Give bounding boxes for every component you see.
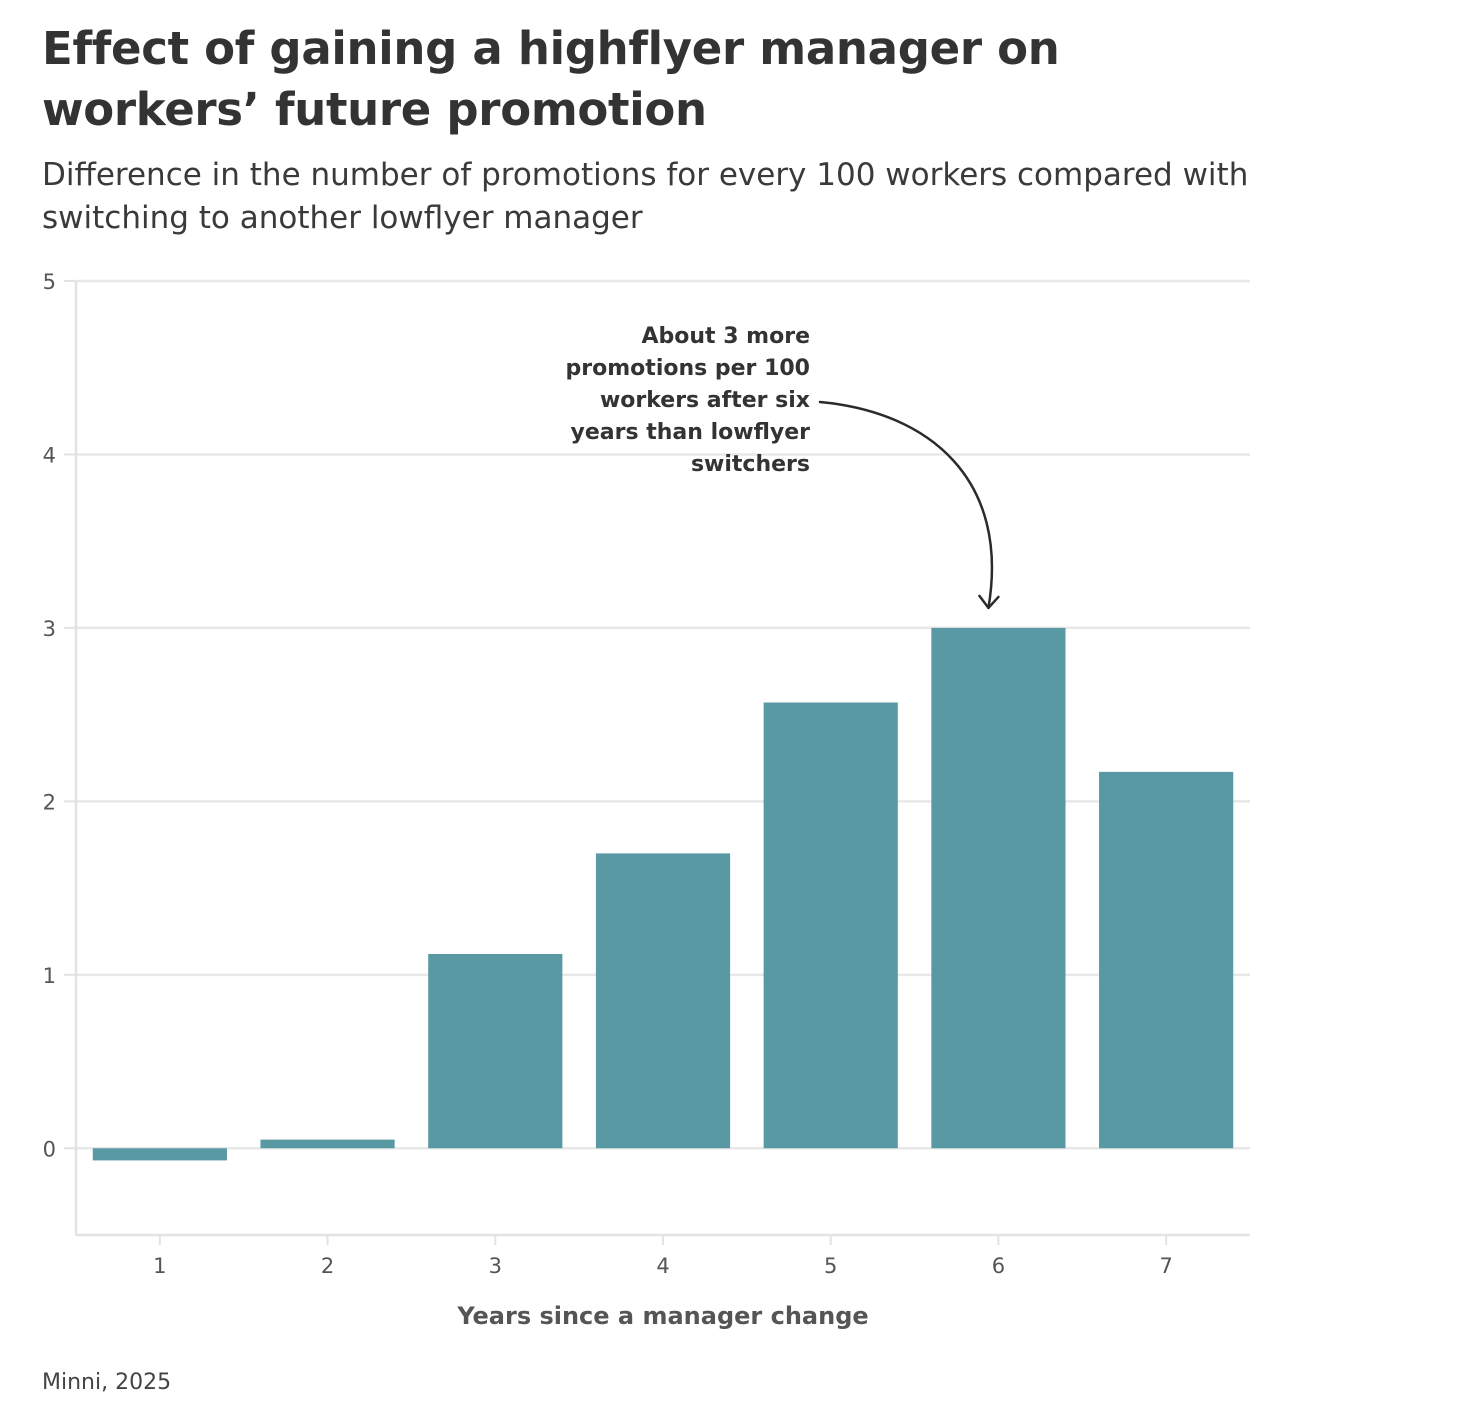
y-tick-label: 4 bbox=[43, 443, 56, 467]
y-tick-label: 2 bbox=[43, 790, 56, 814]
annotation-text-line: switchers bbox=[691, 452, 810, 477]
bar bbox=[428, 954, 563, 1149]
bar bbox=[1099, 771, 1234, 1149]
source-note: Minni, 2025 bbox=[42, 1370, 172, 1395]
axes bbox=[64, 280, 1250, 1245]
annotation: About 3 more promotions per 100 workers af… bbox=[566, 324, 1000, 610]
x-tick-label: 2 bbox=[321, 1254, 334, 1278]
y-tick-label: 3 bbox=[43, 617, 56, 641]
bar bbox=[763, 702, 898, 1149]
x-tick-label: 6 bbox=[992, 1254, 1005, 1278]
bars bbox=[92, 627, 1234, 1161]
bar bbox=[931, 627, 1066, 1149]
x-axis-title: Years since a manager change bbox=[456, 1302, 868, 1330]
annotation-arrow bbox=[818, 400, 994, 610]
annotation-text-line: workers after six bbox=[600, 388, 810, 413]
x-tick-label: 4 bbox=[656, 1254, 669, 1278]
annotation-text-line: About 3 more bbox=[641, 324, 810, 349]
tick-labels: 0 1 2 3 4 5 1 2 3 4 5 6 7 bbox=[43, 270, 1173, 1278]
annotation-text-line: promotions per 100 bbox=[566, 356, 810, 381]
y-tick-label: 1 bbox=[43, 964, 56, 988]
y-tick-label: 0 bbox=[43, 1137, 56, 1161]
chart-subtitle: Difference in the number of promotions f… bbox=[42, 157, 1249, 236]
x-tick-label: 5 bbox=[824, 1254, 837, 1278]
annotation-text-line: years than lowflyer bbox=[571, 420, 811, 445]
annotation-arrowhead bbox=[978, 594, 1000, 610]
x-tick-label: 3 bbox=[489, 1254, 502, 1278]
x-tick-label: 7 bbox=[1159, 1254, 1172, 1278]
x-tick-label: 1 bbox=[153, 1254, 166, 1278]
y-tick-label: 5 bbox=[43, 270, 56, 294]
bar bbox=[595, 853, 731, 1149]
bar bbox=[92, 1148, 227, 1161]
chart-title: Effect of gaining a highflyer manager on… bbox=[42, 22, 1060, 136]
bar bbox=[260, 1139, 395, 1149]
